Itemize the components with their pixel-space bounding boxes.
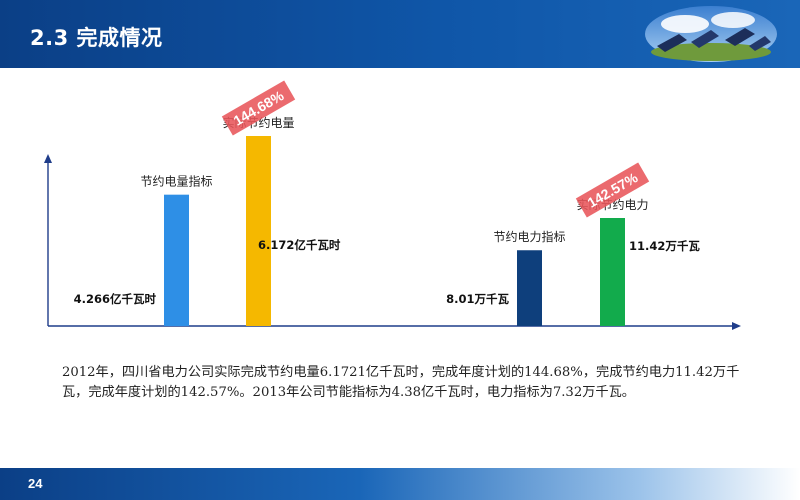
- solar-panels-photo: [645, 6, 777, 62]
- bar-value-label: 6.172亿千瓦时: [258, 238, 341, 252]
- summary-text: 2012年，四川省电力公司实际完成节约电量6.1721亿千瓦时，完成年度计划的1…: [62, 365, 740, 400]
- y-axis-arrow: [44, 154, 52, 163]
- page-number: 24: [28, 476, 43, 491]
- x-axis-arrow: [732, 322, 741, 330]
- bar-value-label: 11.42万千瓦: [629, 239, 700, 253]
- page-title: 2.3 完成情况: [30, 26, 163, 50]
- footer-bar: 24: [0, 468, 800, 500]
- bar-chart: 节约电量指标4.266亿千瓦时实际节约电量6.172亿千瓦时144.68%节约电…: [44, 80, 741, 330]
- title-bar: 2.3 完成情况: [0, 0, 800, 68]
- bar-category-label: 节约电量指标: [140, 174, 212, 189]
- badge-background: [221, 80, 296, 136]
- bar: [517, 250, 542, 326]
- bar-value-label: 8.01万千瓦: [446, 292, 509, 306]
- bar: [246, 136, 271, 326]
- badge-background: [575, 162, 650, 218]
- bar: [600, 218, 625, 326]
- bar-category-label: 节约电力指标: [493, 229, 565, 244]
- bar: [164, 194, 189, 326]
- bar-value-label: 4.266亿千瓦时: [74, 292, 157, 306]
